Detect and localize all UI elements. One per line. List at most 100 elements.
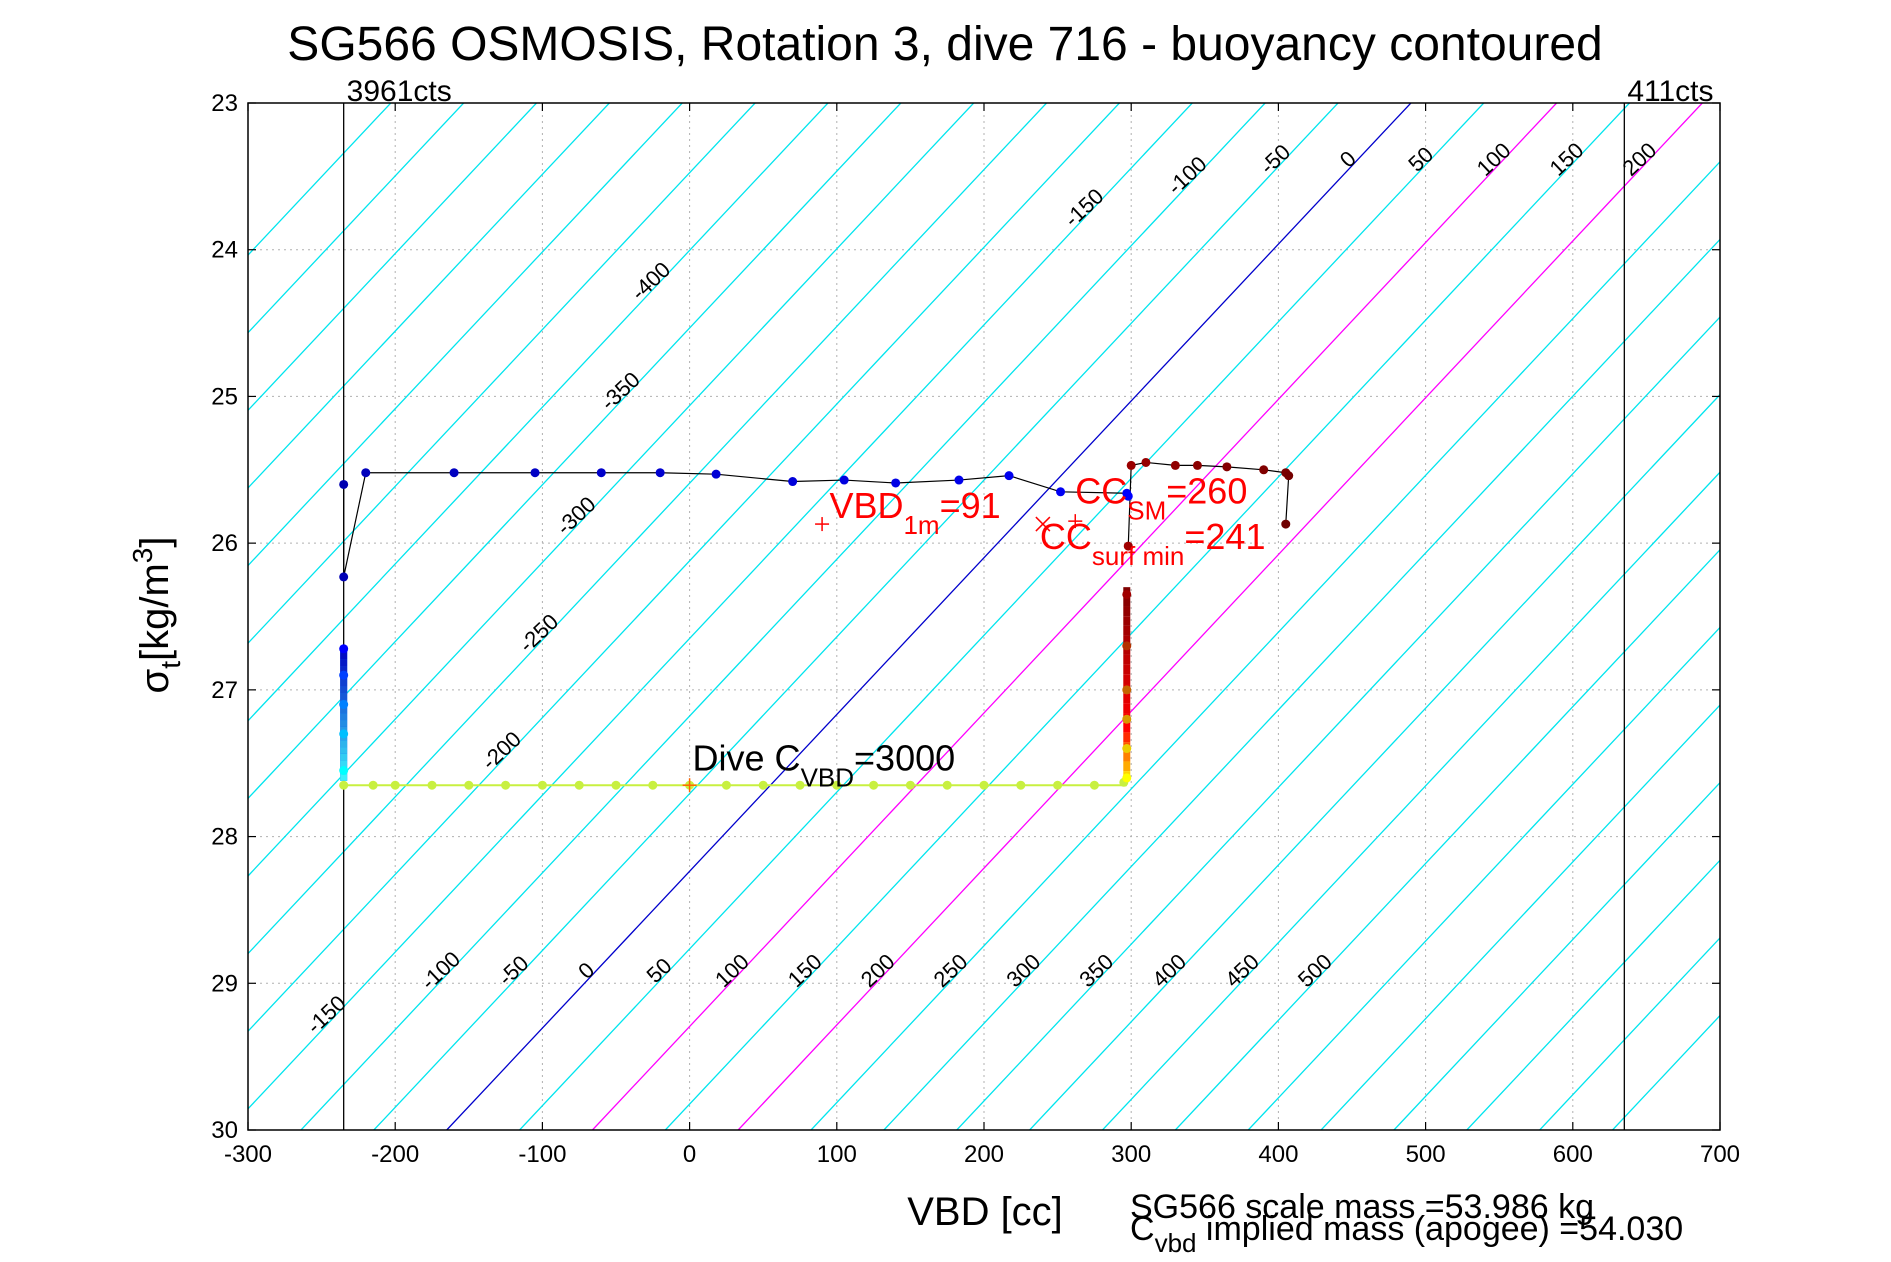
- x-tick-label: 700: [1700, 1141, 1740, 1168]
- contour-line: [248, 103, 1048, 955]
- contour-line: [810, 160, 1720, 1130]
- x-tick-label: 400: [1258, 1141, 1298, 1168]
- contour-label-bottom: 50: [642, 953, 677, 988]
- contour-label-top: 0: [1335, 146, 1361, 173]
- track-point: [611, 780, 621, 790]
- contour-line: [883, 238, 1720, 1130]
- track-point: [954, 475, 964, 485]
- track-point: [1122, 714, 1132, 724]
- track-point: [427, 780, 437, 790]
- contour-line: [1612, 1014, 1720, 1130]
- contour-label-top: -350: [596, 367, 645, 415]
- track-point: [537, 780, 547, 790]
- contour-label-top: 50: [1403, 142, 1438, 177]
- track-point: [1170, 460, 1180, 470]
- implied-sub: vbd: [1155, 1228, 1197, 1258]
- contour-line: [248, 103, 683, 567]
- track-point: [1122, 685, 1132, 695]
- x-axis-label: VBD [cc]: [907, 1190, 1063, 1234]
- contour-label-bottom: 0: [573, 957, 599, 984]
- track-point: [942, 780, 952, 790]
- track-point: [339, 780, 349, 790]
- track-point: [979, 780, 989, 790]
- x-marker: [1035, 516, 1051, 532]
- contour-line: [519, 103, 1485, 1130]
- track-point: [596, 468, 606, 478]
- contour-line: [248, 103, 610, 489]
- track-point: [1281, 519, 1291, 529]
- svg-text:σt[kg/m3]: σt[kg/m3]: [127, 537, 186, 694]
- track-point: [339, 729, 349, 739]
- track-point: [574, 780, 584, 790]
- track-point: [758, 780, 768, 790]
- contour-line: [1102, 471, 1720, 1130]
- x-tick-label: 300: [1111, 1141, 1151, 1168]
- contour-line: [1174, 548, 1720, 1130]
- contour-label-top: -250: [514, 609, 563, 657]
- x-tick-label: 500: [1406, 1141, 1446, 1168]
- contour-line: [248, 103, 537, 412]
- track-point: [449, 468, 459, 478]
- x-tick-label: -100: [518, 1141, 566, 1168]
- annotation-ccsurf: CCsurf min=241: [1040, 516, 1266, 571]
- contour-label-top: 150: [1545, 137, 1589, 180]
- track-point: [339, 479, 349, 489]
- y-label-sub: t: [155, 661, 186, 669]
- contour-label-bottom: 100: [710, 949, 754, 992]
- contour-label-bottom: 500: [1293, 949, 1337, 992]
- implied-mass-text: Cvbd implied mass (apogee) =54.030: [1130, 1210, 1683, 1258]
- track-point: [1089, 780, 1099, 790]
- y-tick-label: 25: [211, 383, 238, 410]
- track-point: [905, 780, 915, 790]
- scale-mass-text: SG566 scale mass =53.986 kg: [1130, 1188, 1594, 1226]
- track-point: [655, 468, 665, 478]
- contour-line: [1029, 393, 1720, 1130]
- y-tick-label: 29: [211, 970, 238, 997]
- contour-label-bottom: 250: [929, 949, 973, 992]
- y-label-sup: 3: [127, 548, 158, 564]
- track-point: [1141, 457, 1151, 467]
- track-point: [1056, 487, 1066, 497]
- contour-label-bottom: 150: [783, 949, 827, 992]
- y-tick-label: 27: [211, 677, 238, 704]
- track-point: [1259, 465, 1269, 475]
- y-tick-label: 28: [211, 824, 238, 851]
- dive-track: [339, 457, 1294, 790]
- track-point: [795, 780, 805, 790]
- contour-label-bottom: 450: [1220, 949, 1264, 992]
- track-point: [530, 468, 540, 478]
- track-point: [339, 572, 349, 582]
- x-tick-label: 600: [1553, 1141, 1593, 1168]
- contour-line: [1320, 704, 1720, 1130]
- track-point: [1122, 641, 1132, 651]
- track-point: [869, 780, 879, 790]
- x-tick-label: -300: [224, 1141, 272, 1168]
- track-point: [721, 780, 731, 790]
- contour-label-bottom: -50: [493, 950, 533, 990]
- y-tick-label: 30: [211, 1117, 238, 1144]
- contour-label-bottom: 350: [1074, 949, 1118, 992]
- y-label-close: ]: [133, 537, 177, 548]
- annotation-ccsm: CCSM=260: [1075, 471, 1247, 526]
- track-point: [1123, 541, 1133, 551]
- track-point: [788, 477, 798, 487]
- track-point: [368, 780, 378, 790]
- contour-line: [248, 103, 829, 722]
- contour-labels: -400 -350 -300 -250 -200 -150 -100 -50 0 50 100 150…: [302, 137, 1662, 1038]
- track-point: [501, 780, 511, 790]
- contour-line: [1247, 626, 1720, 1130]
- track-point: [339, 670, 349, 680]
- buoyancy-contours: [248, 103, 1720, 1130]
- track-point: [339, 700, 349, 710]
- track-point: [711, 469, 721, 479]
- contour-label-bottom: 400: [1147, 949, 1191, 992]
- contour-line: [248, 103, 902, 800]
- track-point: [1126, 460, 1136, 470]
- contour-line: [373, 103, 1339, 1130]
- axes: -300 -200 -100 0 100 200 300 400 500 600 700232425…: [211, 90, 1740, 1168]
- track-point: [839, 475, 849, 485]
- track-point: [891, 478, 901, 488]
- annotation-divec: Dive CVBD=3000: [693, 738, 956, 793]
- track-point: [390, 780, 400, 790]
- y-label-units: [kg/m: [133, 563, 177, 661]
